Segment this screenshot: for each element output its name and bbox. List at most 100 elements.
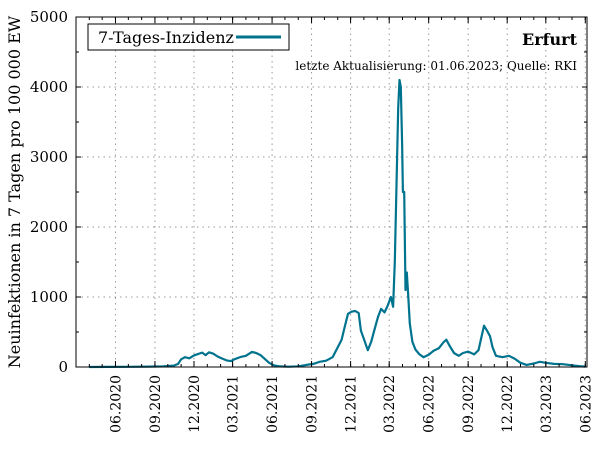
data-point [422, 356, 425, 359]
data-point [357, 312, 360, 314]
data-point [383, 311, 386, 314]
legend: 7-Tages-Inzidenz [87, 23, 290, 51]
data-point [401, 142, 403, 144]
data-point [483, 324, 485, 327]
data-point [448, 345, 451, 347]
data-point [403, 191, 406, 193]
data-point [442, 341, 445, 344]
data-point [473, 353, 476, 356]
y-axis: 0 1000 2000 3000 4000 5000 [30, 8, 587, 376]
x-tick-label: 12.2022 [500, 375, 516, 433]
data-point [363, 338, 365, 340]
data-point [407, 292, 409, 295]
data-point [177, 363, 179, 365]
data-point [216, 355, 219, 358]
data-point [367, 349, 369, 352]
y-tick-label: 0 [58, 358, 68, 376]
data-point [273, 364, 275, 367]
data-point [259, 354, 262, 356]
data-point [325, 359, 327, 362]
x-tick-label: 09.2021 [305, 375, 321, 433]
data-point [453, 352, 455, 354]
data-point [533, 362, 535, 365]
data-point [553, 363, 555, 365]
data-point [486, 329, 488, 332]
data-point [233, 358, 236, 361]
data-point [390, 296, 392, 298]
data-point [240, 356, 242, 358]
data-point [212, 352, 215, 355]
x-tick-label: 09.2022 [461, 375, 477, 433]
data-point [489, 335, 491, 338]
data-point [204, 354, 207, 356]
series-layer [88, 78, 587, 369]
y-tick-label: 5000 [30, 8, 68, 26]
y-tick-label: 2000 [30, 218, 68, 236]
data-point [392, 306, 394, 308]
data-point [370, 341, 373, 343]
x-axis: 06.2020 09.2020 12.2020 03.2021 06.2021 09.20… [88, 17, 594, 433]
x-tick-label: 06.2021 [265, 375, 281, 433]
x-tick-label: 03.2022 [382, 375, 398, 433]
data-point [373, 328, 376, 331]
data-point [264, 358, 266, 360]
data-point [398, 79, 401, 81]
data-point [457, 355, 460, 357]
grid-lines [76, 17, 587, 367]
data-point [377, 315, 379, 318]
data-point [354, 310, 357, 312]
data-point [402, 191, 404, 193]
data-point [400, 86, 402, 88]
data-point [208, 351, 210, 354]
x-tick-label: 12.2020 [187, 375, 203, 433]
data-point [360, 329, 362, 332]
data-point [562, 363, 564, 366]
data-point [397, 107, 400, 109]
data-point [480, 338, 482, 340]
data-point [312, 363, 315, 365]
x-tick-label: 06.2020 [108, 375, 124, 433]
data-point [404, 289, 407, 291]
data-point [340, 338, 343, 341]
data-point [318, 361, 321, 363]
data-point [180, 358, 182, 361]
data-point [331, 356, 334, 359]
data-point [251, 351, 253, 353]
data-point [491, 346, 494, 349]
data-point [221, 357, 224, 360]
data-point [525, 364, 528, 366]
x-tick-label: 09.2020 [148, 375, 164, 433]
data-point [268, 362, 270, 364]
chart-subtitle: letzte Aktualisierung: 01.06.2023; Quell… [295, 59, 577, 73]
y-tick-label: 4000 [30, 78, 68, 96]
data-point [347, 313, 349, 315]
y-tick-label: 1000 [30, 288, 68, 306]
y-axis-label: Neuinfektionen in 7 Tagen pro 100 000 EW [5, 15, 24, 368]
data-point [225, 359, 228, 362]
data-point [467, 350, 470, 353]
x-tick-label: 06.2023 [578, 375, 594, 433]
data-point [245, 355, 247, 357]
data-point [438, 347, 440, 349]
data-point [173, 364, 175, 367]
data-point [539, 361, 541, 363]
x-tick-label: 03.2023 [539, 375, 555, 433]
data-point [445, 338, 448, 341]
data-point [395, 184, 398, 186]
x-tick-label: 03.2021 [226, 375, 242, 433]
data-point [386, 305, 389, 307]
data-point [188, 357, 191, 360]
y-tick-label: 3000 [30, 148, 68, 166]
data-point [197, 353, 199, 355]
data-point [519, 362, 522, 364]
data-point [406, 271, 408, 274]
data-point [427, 354, 430, 356]
data-point [418, 353, 421, 355]
data-point [350, 310, 353, 313]
data-point [380, 308, 382, 310]
data-point [501, 356, 504, 359]
data-point [432, 350, 435, 352]
data-point [193, 354, 195, 357]
